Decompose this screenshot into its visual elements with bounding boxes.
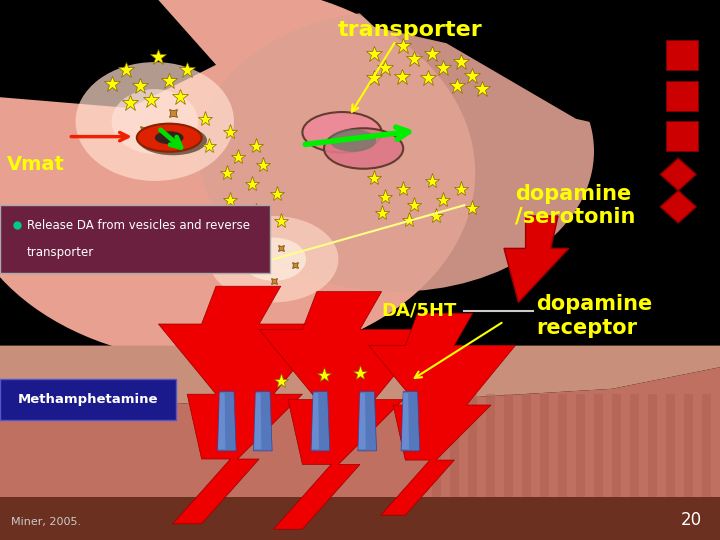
Text: transporter: transporter <box>338 19 483 40</box>
Polygon shape <box>0 367 720 540</box>
Polygon shape <box>254 393 261 449</box>
Ellipse shape <box>198 11 594 292</box>
Polygon shape <box>253 392 272 451</box>
Polygon shape <box>259 292 432 529</box>
Polygon shape <box>660 158 696 191</box>
Bar <box>504 394 513 513</box>
Bar <box>450 394 459 513</box>
Text: Miner, 2005.: Miner, 2005. <box>11 516 81 526</box>
Polygon shape <box>312 393 319 449</box>
Ellipse shape <box>138 125 207 156</box>
Ellipse shape <box>155 131 184 144</box>
Text: 20: 20 <box>681 511 702 529</box>
Bar <box>432 394 441 513</box>
Bar <box>522 394 531 513</box>
Bar <box>666 81 698 111</box>
Bar <box>594 394 603 513</box>
Bar <box>468 394 477 513</box>
Text: Methamphetamine: Methamphetamine <box>18 393 158 406</box>
Bar <box>648 394 657 513</box>
Text: transporter: transporter <box>27 246 94 259</box>
Bar <box>666 394 675 513</box>
Polygon shape <box>346 0 720 151</box>
Text: dopamine
/serotonin: dopamine /serotonin <box>515 184 635 227</box>
Bar <box>612 394 621 513</box>
Ellipse shape <box>209 216 338 302</box>
Polygon shape <box>504 216 569 302</box>
Bar <box>666 122 698 151</box>
Bar <box>702 394 711 513</box>
Ellipse shape <box>330 129 376 152</box>
Ellipse shape <box>0 0 475 362</box>
Bar <box>558 394 567 513</box>
Polygon shape <box>0 346 720 405</box>
Polygon shape <box>369 313 516 515</box>
Bar <box>486 394 495 513</box>
Bar <box>630 394 639 513</box>
Polygon shape <box>217 392 236 451</box>
Bar <box>540 394 549 513</box>
Bar <box>666 40 698 70</box>
Ellipse shape <box>76 62 234 181</box>
Bar <box>0 497 720 540</box>
Ellipse shape <box>241 238 306 281</box>
Text: dopamine
receptor: dopamine receptor <box>536 294 652 338</box>
Bar <box>576 394 585 513</box>
Polygon shape <box>158 286 331 524</box>
Text: DA/5HT: DA/5HT <box>382 301 457 320</box>
FancyBboxPatch shape <box>0 379 176 420</box>
Polygon shape <box>401 392 420 451</box>
Bar <box>0 346 720 540</box>
Polygon shape <box>358 392 377 451</box>
Polygon shape <box>634 0 720 540</box>
Polygon shape <box>660 191 696 223</box>
Ellipse shape <box>137 124 202 152</box>
Polygon shape <box>311 392 330 451</box>
Polygon shape <box>402 393 409 449</box>
Polygon shape <box>0 0 216 108</box>
FancyBboxPatch shape <box>0 205 270 273</box>
Ellipse shape <box>112 89 198 154</box>
Text: Release DA from vesicles and reverse: Release DA from vesicles and reverse <box>27 219 250 232</box>
Ellipse shape <box>302 112 382 152</box>
Polygon shape <box>218 393 225 449</box>
Bar <box>684 394 693 513</box>
Ellipse shape <box>324 128 403 168</box>
Polygon shape <box>359 393 366 449</box>
Text: Vmat: Vmat <box>7 155 65 174</box>
